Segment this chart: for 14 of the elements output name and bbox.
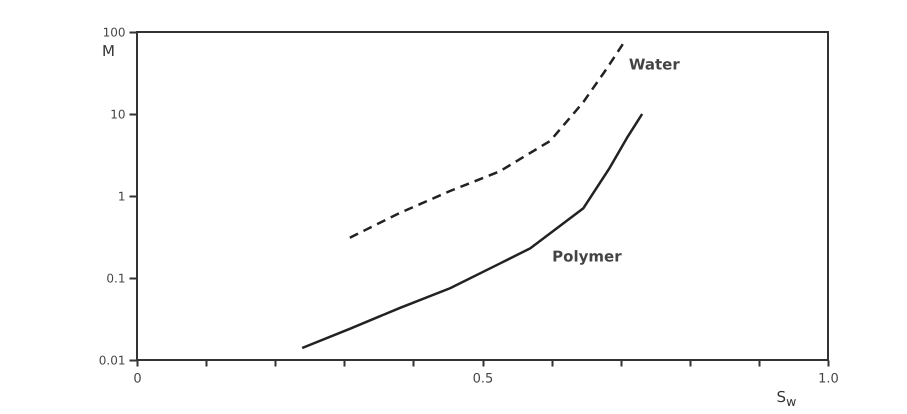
x-tick-label: 1.0 <box>818 372 839 386</box>
y-tick-label: 0.1 <box>106 272 126 286</box>
y-axis-title: M <box>102 42 115 60</box>
y-tick-label: 100 <box>102 26 126 40</box>
line-series <box>300 112 644 350</box>
line-series <box>348 42 624 239</box>
x-axis-title: S$_{w}$ <box>776 388 796 409</box>
y-tick-label: 10 <box>110 108 126 122</box>
series-label: Water <box>628 55 680 74</box>
x-tick-label: 0 <box>133 372 142 386</box>
y-tick-label: 0.01 <box>98 354 126 368</box>
x-tick-label: 0.5 <box>472 372 494 386</box>
series-label: Polymer <box>552 247 622 266</box>
y-tick-label: 1 <box>118 190 126 204</box>
